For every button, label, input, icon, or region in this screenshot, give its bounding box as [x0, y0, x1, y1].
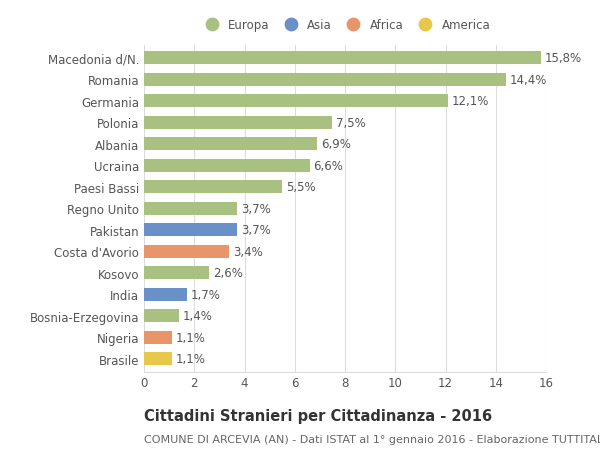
Text: 14,4%: 14,4% — [509, 74, 547, 87]
Bar — [144, 288, 187, 301]
Bar — [144, 117, 332, 129]
Text: 3,7%: 3,7% — [241, 202, 271, 215]
Bar — [144, 74, 506, 87]
Bar — [144, 245, 229, 258]
Text: 5,5%: 5,5% — [286, 181, 316, 194]
Text: 12,1%: 12,1% — [452, 95, 489, 108]
Bar — [144, 181, 282, 194]
Text: 2,6%: 2,6% — [213, 267, 243, 280]
Bar — [144, 353, 172, 365]
Text: COMUNE DI ARCEVIA (AN) - Dati ISTAT al 1° gennaio 2016 - Elaborazione TUTTITALIA: COMUNE DI ARCEVIA (AN) - Dati ISTAT al 1… — [144, 434, 600, 444]
Bar — [144, 95, 448, 108]
Text: 3,4%: 3,4% — [233, 245, 263, 258]
Text: 1,4%: 1,4% — [183, 309, 213, 323]
Bar — [144, 331, 172, 344]
Text: 1,1%: 1,1% — [175, 331, 205, 344]
Text: 1,7%: 1,7% — [190, 288, 220, 301]
Bar — [144, 138, 317, 151]
Bar — [144, 160, 310, 173]
Text: Cittadini Stranieri per Cittadinanza - 2016: Cittadini Stranieri per Cittadinanza - 2… — [144, 409, 492, 424]
Bar — [144, 202, 237, 215]
Text: 1,1%: 1,1% — [175, 353, 205, 365]
Bar — [144, 224, 237, 237]
Bar — [144, 310, 179, 323]
Text: 3,7%: 3,7% — [241, 224, 271, 237]
Bar — [144, 267, 209, 280]
Text: 6,9%: 6,9% — [321, 138, 351, 151]
Text: 7,5%: 7,5% — [336, 117, 366, 129]
Text: 15,8%: 15,8% — [545, 52, 582, 65]
Legend: Europa, Asia, Africa, America: Europa, Asia, Africa, America — [200, 19, 490, 32]
Bar — [144, 52, 541, 65]
Text: 6,6%: 6,6% — [314, 159, 343, 173]
